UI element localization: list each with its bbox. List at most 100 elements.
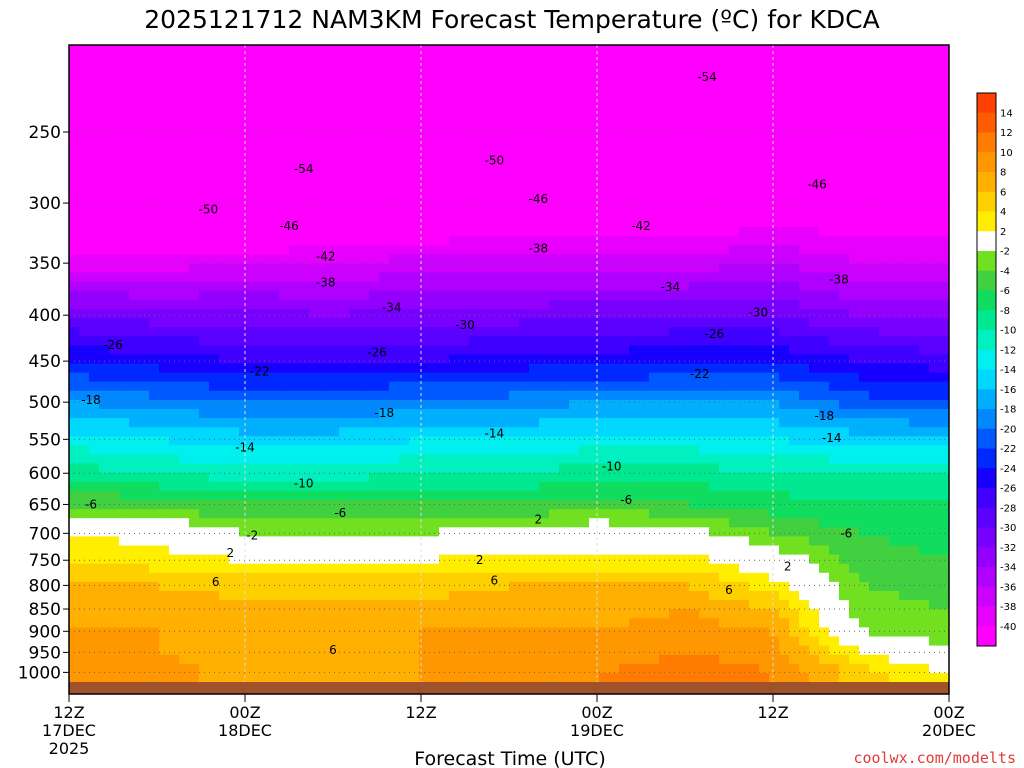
temperature-cell: [259, 327, 270, 337]
temperature-cell: [389, 108, 400, 119]
temperature-cell: [289, 290, 300, 301]
temperature-cell: [109, 481, 120, 492]
temperature-cell: [569, 199, 580, 210]
temperature-cell: [279, 454, 290, 465]
temperature-cell: [79, 372, 90, 383]
temperature-cell: [819, 136, 830, 146]
temperature-cell: [179, 445, 190, 456]
temperature-cell: [449, 90, 460, 101]
temperature-cell: [869, 63, 880, 73]
temperature-cell: [689, 72, 700, 82]
temperature-cell: [569, 117, 580, 128]
temperature-cell: [729, 308, 740, 319]
temperature-cell: [229, 117, 240, 128]
temperature-cell: [269, 336, 280, 346]
temperature-cell: [519, 299, 530, 310]
temperature-cell: [849, 217, 860, 228]
temperature-cell: [749, 390, 760, 401]
temperature-cell: [279, 263, 290, 274]
chart-title: 2025121712 NAM3KM Forecast Temperature (…: [144, 5, 879, 34]
temperature-cell: [229, 409, 240, 419]
temperature-cell: [939, 308, 949, 319]
temperature-cell: [909, 436, 920, 446]
temperature-cell: [799, 509, 810, 519]
temperature-cell: [759, 427, 770, 437]
temperature-cell: [929, 154, 940, 164]
temperature-cell: [329, 472, 340, 483]
temperature-cell: [469, 281, 480, 292]
temperature-cell: [199, 81, 210, 92]
temperature-cell: [589, 281, 600, 292]
temperature-cell: [549, 381, 560, 392]
temperature-cell: [509, 427, 520, 437]
temperature-cell: [399, 99, 410, 110]
temperature-cell: [779, 172, 790, 183]
temperature-cell: [559, 436, 570, 446]
temperature-cell: [529, 236, 540, 246]
temperature-cell: [449, 454, 460, 465]
temperature-cell: [539, 454, 550, 465]
temperature-cell: [819, 372, 830, 383]
temperature-cell: [329, 554, 340, 565]
temperature-cell: [629, 363, 640, 374]
temperature-cell: [929, 399, 940, 410]
temperature-cell: [679, 427, 690, 437]
temperature-cell: [889, 199, 900, 210]
temperature-cell: [409, 63, 420, 73]
temperature-cell: [319, 99, 330, 110]
temperature-cell: [749, 45, 760, 55]
temperature-cell: [809, 208, 820, 219]
temperature-cell: [159, 172, 170, 183]
temperature-cell: [919, 399, 930, 410]
temperature-cell: [799, 518, 810, 528]
temperature-cell: [339, 381, 350, 392]
temperature-cell: [509, 345, 520, 355]
temperature-cell: [479, 509, 490, 519]
temperature-cell: [99, 190, 110, 201]
temperature-cell: [899, 45, 910, 55]
temperature-cell: [459, 381, 470, 392]
temperature-cell: [569, 254, 580, 264]
temperature-cell: [879, 418, 890, 428]
temperature-cell: [579, 372, 590, 383]
temperature-cell: [819, 409, 830, 419]
temperature-cell: [739, 236, 750, 246]
temperature-cell: [549, 154, 560, 164]
temperature-cell: [359, 227, 370, 237]
temperature-cell: [489, 90, 500, 101]
temperature-cell: [599, 418, 610, 428]
temperature-cell: [739, 263, 750, 274]
temperature-cell: [579, 454, 590, 465]
temperature-cell: [109, 236, 120, 246]
temperature-cell: [649, 136, 660, 146]
temperature-cell: [759, 409, 770, 419]
temperature-cell: [559, 299, 570, 310]
temperature-cell: [819, 318, 830, 328]
temperature-cell: [929, 217, 940, 228]
temperature-cell: [879, 217, 890, 228]
temperature-cell: [219, 509, 230, 519]
temperature-cell: [289, 236, 300, 246]
temperature-cell: [829, 536, 840, 547]
temperature-cell: [199, 299, 210, 310]
temperature-cell: [609, 99, 620, 110]
temperature-cell: [669, 509, 680, 519]
temperature-cell: [729, 327, 740, 337]
temperature-cell: [759, 418, 770, 428]
temperature-cell: [149, 418, 160, 428]
temperature-cell: [729, 81, 740, 92]
temperature-cell: [79, 354, 90, 365]
temperature-cell: [319, 217, 330, 228]
temperature-cell: [169, 136, 180, 146]
temperature-cell: [549, 208, 560, 219]
temperature-cell: [519, 254, 530, 264]
temperature-cell: [89, 81, 100, 92]
temperature-cell: [449, 490, 460, 501]
temperature-cell: [269, 545, 280, 556]
temperature-cell: [669, 318, 680, 328]
temperature-cell: [179, 554, 190, 565]
temperature-cell: [619, 154, 630, 164]
temperature-cell: [499, 217, 510, 228]
temperature-cell: [909, 327, 920, 337]
temperature-cell: [509, 308, 520, 319]
